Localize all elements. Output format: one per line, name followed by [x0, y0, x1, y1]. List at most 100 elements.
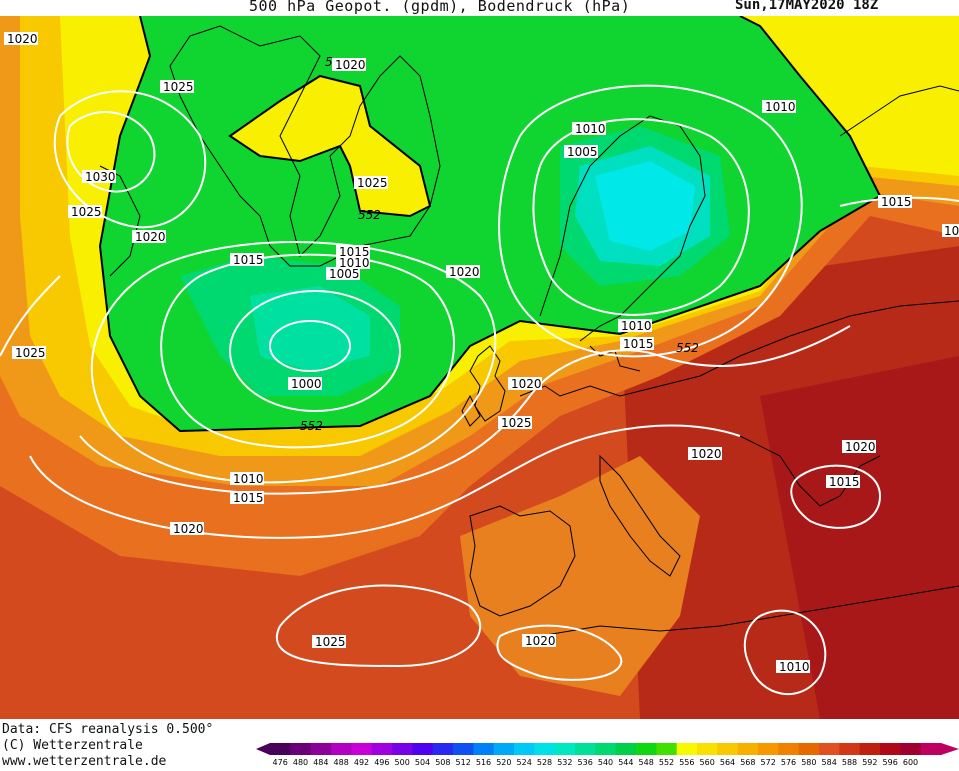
colorbar-tick-label: 580 — [801, 758, 816, 767]
isobar-label-1005-a: 1005 — [329, 267, 360, 281]
isobar-1030 — [66, 111, 156, 193]
colorbar-tick-label: 544 — [618, 758, 633, 767]
colorbar-swatch — [839, 743, 861, 755]
isobar-label-1025-c: 1025 — [501, 416, 532, 430]
isobar-label-group: 1020 1025 1030 1025 1020 1015 1015 1010 … — [4, 32, 959, 674]
colorbar-swatch — [636, 743, 657, 755]
colorbar-tick-label: 524 — [517, 758, 532, 767]
colorbar-swatch — [819, 743, 840, 755]
isobar-1005-scandinavia — [532, 118, 750, 316]
colorbar-tick-label: 552 — [659, 758, 674, 767]
isobar-1015-east — [790, 464, 882, 529]
isobar-label-1015-f: 1015 — [233, 491, 264, 505]
colorbar-tick-label: 488 — [334, 758, 349, 767]
colorbar-tick-label: 504 — [415, 758, 430, 767]
colorbar-tick-label: 588 — [842, 758, 857, 767]
isobar-label-1030: 1030 — [85, 170, 116, 184]
isobar-label-1020-b: 1020 — [135, 230, 166, 244]
isobar-label-1025-e: 1025 — [15, 346, 46, 360]
geopotential-label-5: 5 — [325, 55, 333, 69]
colorbar-tick-label: 512 — [456, 758, 471, 767]
isobar-label-1010-d: 1010 — [621, 319, 652, 333]
colorbar-swatch — [615, 743, 637, 755]
colorbar-swatch — [412, 743, 434, 755]
geopotential-field-cyan-scandinavia — [595, 161, 695, 251]
colorbar-tick-label: 596 — [883, 758, 898, 767]
colorbar-swatch — [798, 743, 820, 755]
colorbar-tick-label: 508 — [435, 758, 450, 767]
colorbar-swatch — [351, 743, 373, 755]
geopotential-label-552-a: 552 — [358, 208, 381, 222]
colorbar-swatch — [697, 743, 718, 755]
footer: Data: CFS reanalysis 0.500° (C) Wetterze… — [0, 719, 959, 770]
colorbar-swatch — [371, 743, 393, 755]
colorbar-swatch — [676, 743, 698, 755]
colorbar-svg: 476 480 484 488 492 496 500 504 508 512 516 520 524 5… — [256, 743, 959, 767]
website-link[interactable]: www.wetterzentrale.de — [2, 754, 167, 769]
isobar-1010-africa — [743, 609, 827, 695]
data-source-text: Data: CFS reanalysis 0.500° — [2, 722, 214, 737]
colorbar-tick-label: 576 — [781, 758, 796, 767]
isobar-1020-iberia — [496, 624, 623, 681]
isobar-label-1010-c: 1010 — [765, 100, 796, 114]
colorbar-tick-label: 500 — [395, 758, 410, 767]
colorbar-swatch — [392, 743, 413, 755]
colorbar-swatch — [473, 743, 495, 755]
colorbar-tick-label: 548 — [639, 758, 654, 767]
colorbar-tick-label: 564 — [720, 758, 735, 767]
geopotential-label-group: 552 552 552 5 — [300, 55, 699, 433]
colorbar-tick-label: 520 — [496, 758, 511, 767]
colorbar-tick-label: 556 — [679, 758, 694, 767]
isobar-label-1015-e: 1015 — [829, 475, 860, 489]
isobar-1020 — [29, 424, 741, 539]
isobar-1025-west — [53, 90, 207, 229]
colorbar-swatch — [514, 743, 535, 755]
colorbar-swatch — [575, 743, 596, 755]
isobar-label-1010-b: 1010 — [575, 122, 606, 136]
coastlines — [99, 25, 959, 637]
isobar-label-1015-c: 1015 — [623, 337, 654, 351]
isobar-label-1015-d: 1015 — [881, 195, 912, 209]
colorbar-swatch — [290, 743, 312, 755]
isobar-label-1015-a: 1015 — [233, 253, 264, 267]
isobar-1025-atlantic — [276, 584, 482, 668]
isobar-1010-scandinavia — [498, 84, 803, 358]
copyright-text: (C) Wetterzentrale — [2, 738, 143, 753]
colorbar-arrow-right — [941, 743, 959, 755]
colorbar-tick-label: 568 — [740, 758, 755, 767]
map-datetime: Sun,17MAY2020 18Z — [735, 0, 879, 13]
colorbar-swatch — [554, 743, 576, 755]
colorbar-swatch — [758, 743, 779, 755]
isobar-label-1020-h: 1020 — [525, 634, 556, 648]
colorbar-tick-label: 480 — [293, 758, 308, 767]
isobar-label-1010-a: 1010 — [339, 256, 370, 270]
colorbar-tick-label: 496 — [374, 758, 389, 767]
isobar-label-1025-a: 1025 — [163, 80, 194, 94]
colorbar-swatch — [595, 743, 617, 755]
isobar-label-1020-g: 1020 — [173, 522, 204, 536]
isobar-label-1020-i: 1020 — [335, 58, 366, 72]
colorbar-swatch — [880, 743, 901, 755]
colorbar-swatch — [737, 743, 759, 755]
isobar-label-10-edge: 10 — [944, 224, 959, 238]
isobar-label-1020-f: 1020 — [845, 440, 876, 454]
colorbar-tick-label: 600 — [903, 758, 918, 767]
colorbar-tick-label: 484 — [313, 758, 328, 767]
colorbar-tick-label: 492 — [354, 758, 369, 767]
contour-552-greenland — [228, 74, 432, 218]
colorbar-swatch — [310, 743, 332, 755]
isobar-label-1015-b: 1015 — [339, 245, 370, 259]
isobar-label-1005-b: 1005 — [567, 145, 598, 159]
colorbar-tick-label: 476 — [273, 758, 288, 767]
isobar-1010 — [90, 241, 497, 484]
colorbar-swatch — [900, 743, 922, 755]
colorbar-swatch — [656, 743, 678, 755]
isobar-label-1025-b: 1025 — [71, 205, 102, 219]
colorbar-swatch — [859, 743, 881, 755]
weather-map: 1020 1025 1030 1025 1020 1015 1015 1010 … — [0, 16, 959, 719]
geopotential-field-darker-red — [760, 356, 959, 719]
geopotential-label-552-c: 552 — [676, 341, 699, 355]
colorbar-tick-label: 536 — [578, 758, 593, 767]
isobar-label-1020-d: 1020 — [511, 377, 542, 391]
geopotential-label-552-b: 552 — [300, 419, 323, 433]
